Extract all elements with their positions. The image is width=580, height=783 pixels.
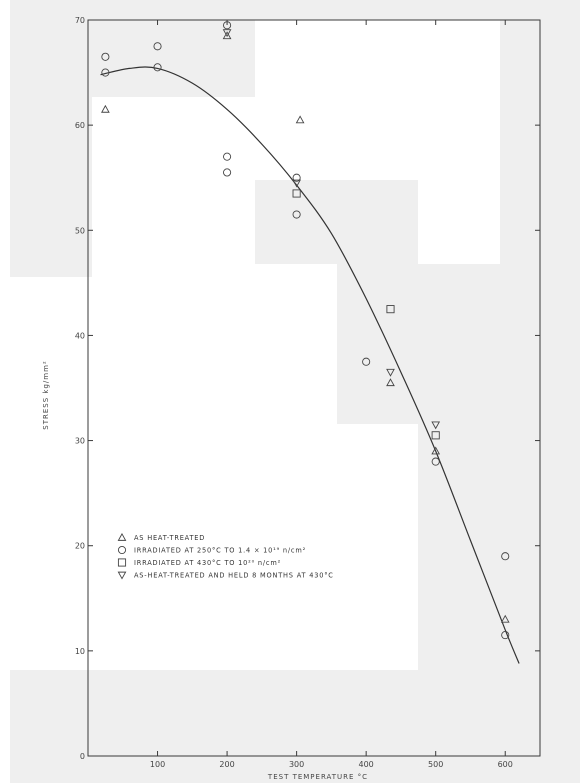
data-point-triangle-down [292,179,301,188]
data-point-triangle-up [295,115,305,124]
data-point-circle [101,68,110,77]
legend-marker-circle [117,545,127,555]
data-point-triangle-up [431,446,441,455]
y-tick-label: 60 [75,121,85,130]
data-point-circle [362,357,371,366]
data-point-circle [153,63,162,72]
x-tick-label: 300 [289,760,304,769]
data-point-triangle-up [386,378,395,387]
data-point-circle [153,42,162,51]
data-point-circle [501,631,510,640]
y-tick-label: 0 [80,752,85,761]
x-tick-label: 200 [219,760,234,769]
legend-entry: IRRADIATED AT 430°C TO 10²⁰ n/cm² [134,559,281,567]
data-point-circle [292,210,301,219]
data-point-triangle-up [500,614,510,623]
legend-marker-triangle-down [117,571,127,580]
data-point-circle [223,21,232,30]
data-points [101,21,510,640]
data-point-triangle-up [222,31,232,40]
x-tick-label: 600 [498,760,513,769]
legend-entry: AS-HEAT-TREATED AND HELD 8 MONTHS AT 430… [134,572,334,580]
scan-background [10,0,580,783]
y-tick-label: 10 [75,647,85,656]
data-point-triangle-up [101,104,110,113]
data-point-circle [292,173,301,182]
data-point-triangle-down [222,29,232,38]
y-tick-label: 70 [75,16,85,25]
plot-frame [87,19,541,757]
x-axis-ticks: 100 200 300 400 500 600 [150,20,513,769]
x-tick-label: 100 [150,760,165,769]
y-tick-label: 50 [75,226,85,235]
data-point-circle [431,457,440,466]
data-point-circle [501,552,510,561]
legend-marker-triangle-up [117,532,127,541]
legend-entry: IRRADIATED AT 250°C TO 1.4 × 10¹⁹ n/cm² [134,547,306,555]
legend: AS HEAT-TREATED IRRADIATED AT 250°C TO 1.… [117,532,334,580]
x-tick-label: 400 [359,760,374,769]
data-point-square [386,305,395,314]
y-tick-label: 20 [75,542,85,551]
trend-curve-layer [100,66,520,664]
legend-marker-square [117,558,127,567]
data-point-circle [223,152,232,161]
y-axis-ticks: 0 10 20 30 40 50 60 70 [75,16,540,761]
data-point-circle [101,52,110,61]
x-axis-label: TEST TEMPERATURE °C [267,773,368,781]
y-tick-label: 40 [75,331,85,340]
data-point-square [292,189,301,198]
data-point-square [431,431,440,440]
x-tick-label: 500 [428,760,443,769]
data-point-circle [223,168,232,177]
plot-border [87,19,541,757]
trend-curve [100,66,520,664]
y-axis-label: STRESS kg/mm² [42,360,50,429]
legend-entry: AS HEAT-TREATED [134,534,205,542]
data-point-triangle-down [386,368,395,377]
data-point-triangle-down [431,421,441,430]
y-tick-label: 30 [75,437,85,446]
